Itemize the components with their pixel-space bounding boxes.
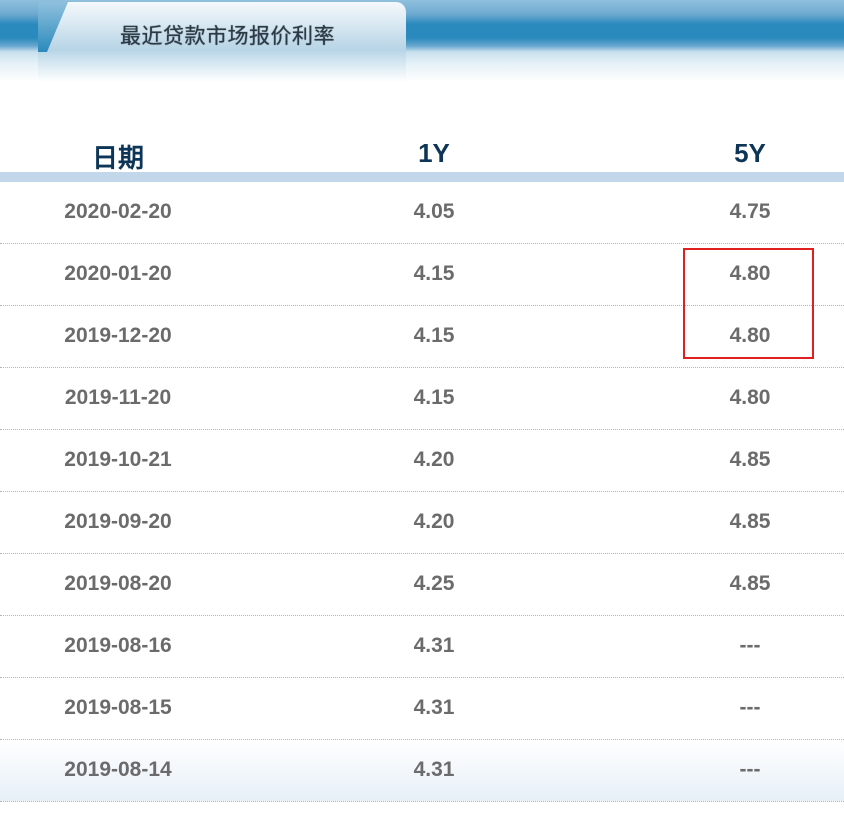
rate-1y-cell: 4.25 <box>413 572 455 595</box>
rate-5y-cell: --- <box>739 758 761 781</box>
date-cell: 2019-08-20 <box>64 572 172 595</box>
column-header-date: 日期 <box>91 143 145 173</box>
table-row: 2020-01-20 4.15 4.80 <box>0 244 844 306</box>
rate-5y-cell: 4.85 <box>729 572 771 595</box>
rate-1y-cell: 4.20 <box>413 448 455 471</box>
date-cell: 2019-09-20 <box>64 510 172 533</box>
rate-1y-cell: 4.15 <box>413 386 455 409</box>
table-body: 2020-02-20 4.05 4.75 2020-01-20 4.15 4.80 2019… <box>0 182 844 802</box>
date-cell: 2020-01-20 <box>64 262 172 285</box>
table-row: 2019-08-16 4.31 --- <box>0 616 844 678</box>
date-cell: 2019-10-21 <box>64 448 172 471</box>
table-header: 日期 1Y 5Y <box>0 130 844 173</box>
table-row: 2019-09-20 4.20 4.85 <box>0 492 844 554</box>
rate-1y-cell: 4.15 <box>413 262 455 285</box>
column-header-1y: 1Y <box>418 138 450 168</box>
rate-5y-cell: 4.75 <box>729 200 771 223</box>
date-cell: 2019-08-16 <box>64 634 172 657</box>
table-row: 2019-08-14 4.31 --- <box>0 740 844 802</box>
table-row: 2020-02-20 4.05 4.75 <box>0 182 844 244</box>
table-row: 2019-12-20 4.15 4.80 <box>0 306 844 368</box>
rate-1y-cell: 4.31 <box>413 634 455 657</box>
rate-1y-cell: 4.05 <box>413 200 455 223</box>
rate-5y-cell: 4.85 <box>729 448 771 471</box>
column-header-5y: 5Y <box>734 138 766 168</box>
rate-1y-cell: 4.31 <box>413 758 455 781</box>
highlight-box <box>683 248 814 359</box>
table-row: 2019-11-20 4.15 4.80 <box>0 368 844 430</box>
rate-5y-cell: --- <box>739 634 761 657</box>
date-cell: 2019-12-20 <box>64 324 172 347</box>
rate-1y-cell: 4.20 <box>413 510 455 533</box>
rate-1y-cell: 4.15 <box>413 324 455 347</box>
header-divider <box>0 172 844 182</box>
tab-title: 最近贷款市场报价利率 <box>120 25 335 48</box>
rate-5y-cell: --- <box>739 696 761 719</box>
date-cell: 2019-08-14 <box>64 758 172 781</box>
date-cell: 2019-08-15 <box>64 696 172 719</box>
rate-5y-cell: 4.85 <box>729 510 771 533</box>
rate-5y-cell: 4.80 <box>729 386 771 409</box>
rate-1y-cell: 4.31 <box>413 696 455 719</box>
tab-lpr[interactable]: 最近贷款市场报价利率 <box>38 2 406 82</box>
rate-5y-cell: 4.80 <box>729 262 771 285</box>
table-row: 2019-10-21 4.20 4.85 <box>0 430 844 492</box>
rate-5y-cell: 4.80 <box>729 324 771 347</box>
table-row: 2019-08-20 4.25 4.85 <box>0 554 844 616</box>
date-cell: 2020-02-20 <box>64 200 172 223</box>
table-row: 2019-08-15 4.31 --- <box>0 678 844 740</box>
date-cell: 2019-11-20 <box>64 386 172 409</box>
